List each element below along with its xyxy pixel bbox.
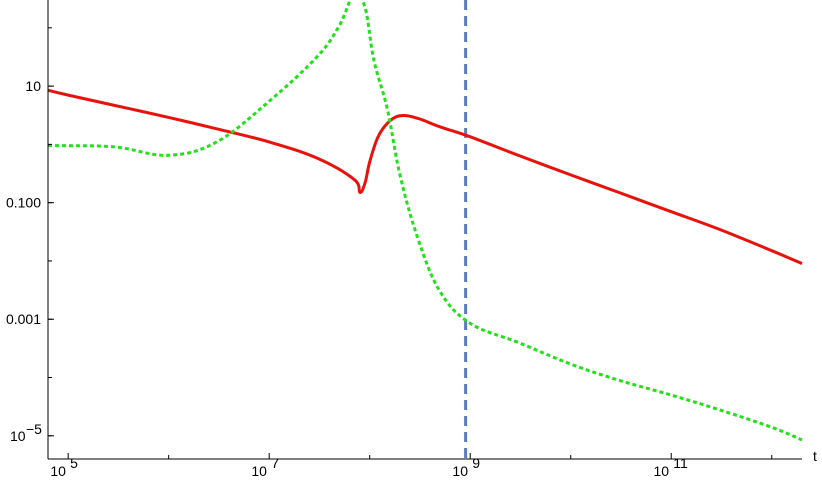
y-tick-exponent: −5 [26, 421, 42, 437]
series-line-red-solid [47, 88, 803, 265]
x-tick-exponent: 7 [271, 455, 279, 471]
y-tick-label: 0.100 [6, 195, 41, 211]
x-ticks: 10 5 10 7 10 9 10 11 [50, 453, 773, 479]
y-tick-label: 0.001 [6, 311, 41, 327]
y-tick-label: 10 [25, 78, 41, 94]
y-tick-label: 10 [10, 428, 26, 444]
x-tick-label: 10 [653, 463, 669, 479]
x-axis-label: t [813, 448, 817, 464]
x-tick-label: 10 [452, 463, 468, 479]
x-tick-label: 10 [251, 463, 267, 479]
x-tick-exponent: 9 [472, 455, 480, 471]
x-tick-exponent: 5 [70, 455, 78, 471]
x-tick-label: 10 [50, 463, 66, 479]
series-layer [47, 0, 803, 459]
series-line-green-dotted [47, 0, 803, 442]
x-tick-exponent: 11 [673, 455, 688, 471]
